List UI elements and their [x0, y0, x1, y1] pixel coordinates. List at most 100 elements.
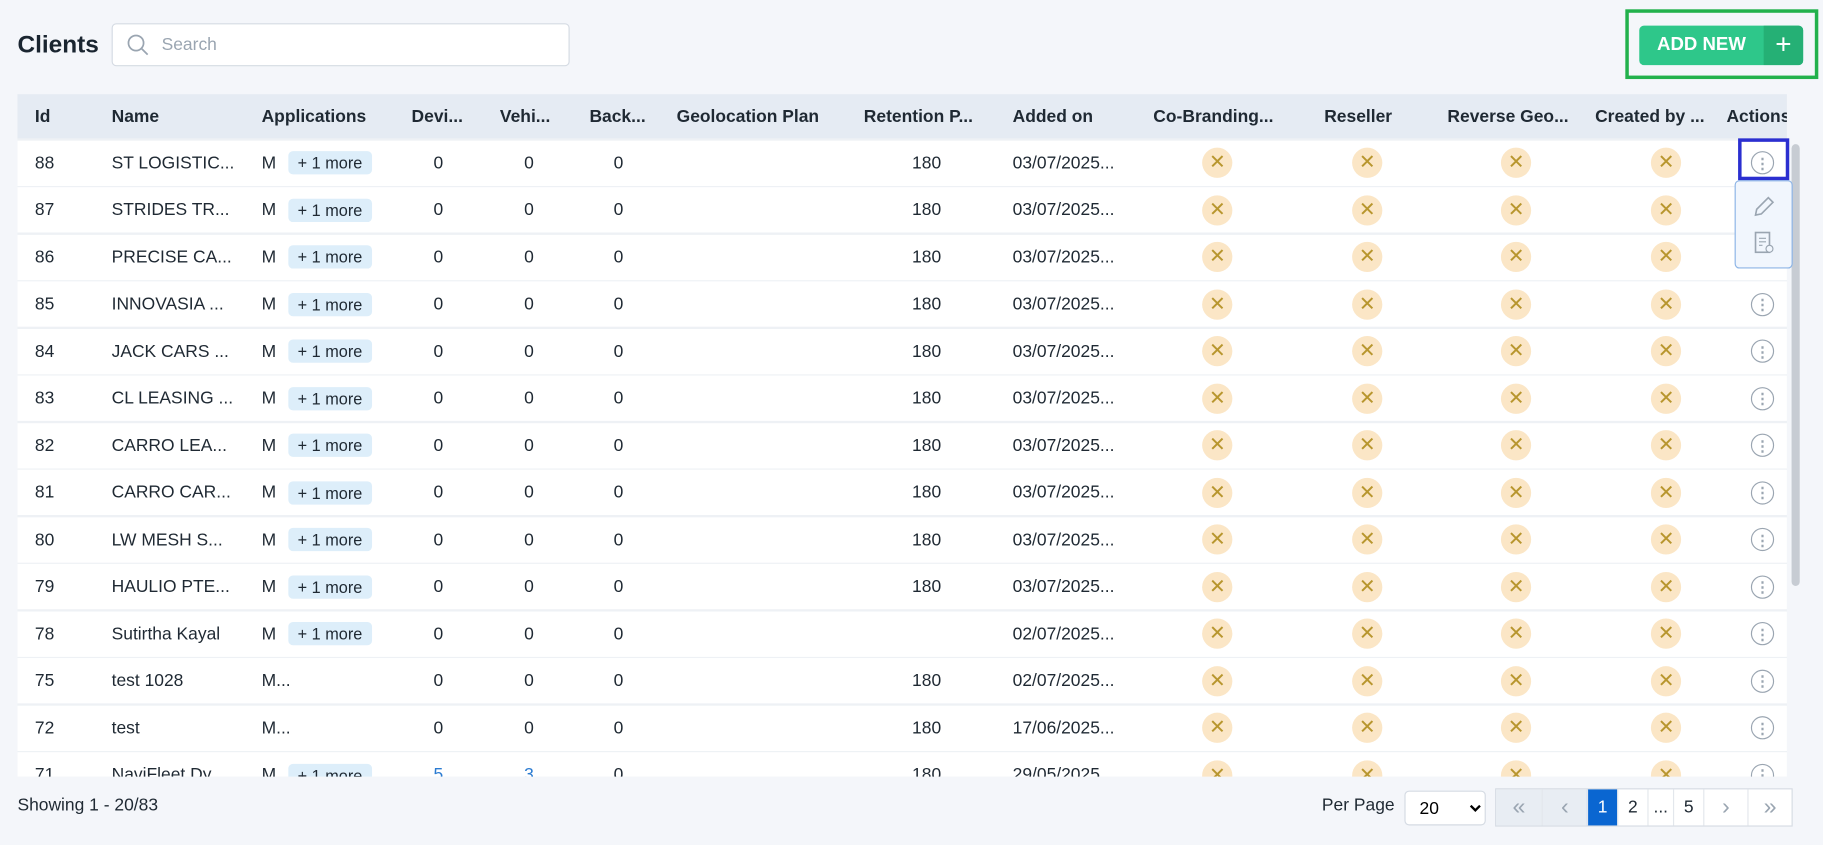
table-row[interactable]: 82 CARRO LEA... M + 1 more 0 0 0 180 03/07/2025.…: [17, 422, 1787, 468]
first-page-button[interactable]: «: [1496, 789, 1542, 826]
actions-button[interactable]: ⋮: [1750, 480, 1775, 504]
more-apps-badge[interactable]: + 1 more: [288, 433, 372, 457]
more-apps-badge[interactable]: + 1 more: [288, 245, 372, 269]
x-circle-icon: ✕: [1202, 759, 1233, 777]
table-row[interactable]: 72 test M... 0 0 0 180 17/06/2025... ✕ ✕ ✕ ✕ ⋮: [17, 705, 1787, 751]
actions-button[interactable]: ⋮: [1750, 669, 1775, 693]
more-apps-badge[interactable]: + 1 more: [288, 527, 372, 552]
more-apps-badge[interactable]: + 1 more: [288, 621, 372, 646]
x-circle-icon: ✕: [1500, 335, 1532, 367]
actions-button[interactable]: ⋮: [1750, 574, 1775, 599]
column-header-13[interactable]: Actions: [1726, 106, 1787, 127]
cell-retention: 180: [912, 294, 942, 314]
more-options-icon[interactable]: ⋮: [1750, 621, 1775, 646]
cell-vehicles: 0: [524, 388, 534, 409]
more-options-icon[interactable]: ⋮: [1750, 480, 1775, 504]
column-header-5[interactable]: Back...: [589, 106, 646, 127]
plus-icon: +: [1763, 25, 1804, 66]
table-row[interactable]: 84 JACK CARS ... M + 1 more 0 0 0 180 03/07/2025…: [17, 328, 1787, 374]
cell-id: 71: [34, 764, 55, 777]
search-box[interactable]: [111, 23, 570, 67]
table-row[interactable]: 71 NaviFleet Dy... M + 1 more 5 3 0 180 29/05/20…: [17, 752, 1787, 777]
table-row[interactable]: 75 test 1028 M... 0 0 0 180 02/07/2025... ✕ ✕ ✕ ✕ ⋮: [17, 658, 1787, 704]
more-options-icon[interactable]: ⋮: [1750, 574, 1775, 599]
cell-devices: 0: [433, 152, 444, 173]
per-page-select[interactable]: 20: [1404, 790, 1486, 826]
more-apps-badge[interactable]: + 1 more: [288, 292, 372, 316]
column-header-7[interactable]: Retention P...: [863, 106, 973, 127]
flag-cell: ✕: [1500, 665, 1532, 696]
more-options-icon[interactable]: ⋮: [1750, 669, 1775, 693]
actions-button[interactable]: ⋮: [1750, 292, 1775, 316]
more-options-icon[interactable]: ⋮: [1750, 292, 1775, 316]
search-input[interactable]: [161, 34, 546, 55]
cell-backup: 0: [613, 341, 624, 361]
table-row[interactable]: 86 PRECISE CA... M + 1 more 0 0 0 180 03/07/2025…: [17, 234, 1787, 280]
cell-devices[interactable]: 5: [433, 764, 444, 777]
column-header-6[interactable]: Geolocation Plan: [676, 106, 820, 127]
column-header-2[interactable]: Applications: [261, 106, 367, 127]
cell-vehicles: 0: [524, 435, 534, 456]
actions-button[interactable]: ⋮: [1750, 339, 1775, 363]
page-2[interactable]: 2: [1617, 789, 1647, 826]
cell-name: test 1028: [111, 670, 184, 691]
actions-button[interactable]: ⋮: [1750, 433, 1775, 457]
more-apps-badge[interactable]: + 1 more: [288, 763, 372, 777]
cell-vehicles[interactable]: 3: [524, 764, 534, 777]
document-icon[interactable]: [1751, 230, 1777, 256]
pencil-icon[interactable]: [1751, 194, 1777, 220]
scrollbar[interactable]: [1791, 144, 1800, 586]
table-row[interactable]: 87 STRIDES TR... M + 1 more 0 0 0 180 03/07/2025…: [17, 187, 1787, 233]
more-apps-badge[interactable]: + 1 more: [288, 386, 372, 410]
column-header-4[interactable]: Vehi...: [499, 106, 551, 127]
more-apps-badge[interactable]: + 1 more: [288, 480, 372, 504]
column-header-12[interactable]: Created by ...: [1595, 106, 1705, 127]
flag-cell: ✕: [1202, 241, 1233, 273]
more-apps-badge[interactable]: + 1 more: [288, 198, 372, 222]
more-options-icon[interactable]: ⋮: [1750, 386, 1775, 410]
column-header-11[interactable]: Reverse Geo...: [1447, 106, 1569, 127]
more-options-icon[interactable]: ⋮: [1750, 339, 1775, 363]
table-row[interactable]: 85 INNOVASIA ... M + 1 more 0 0 0 180 03/07/2025…: [17, 281, 1787, 327]
column-header-0[interactable]: Id: [34, 106, 51, 127]
more-options-icon[interactable]: ⋮: [1750, 716, 1775, 740]
more-apps-badge[interactable]: + 1 more: [288, 151, 372, 175]
actions-button[interactable]: ⋮: [1750, 716, 1775, 740]
flag-cell: ✕: [1500, 335, 1532, 367]
flag-cell: ✕: [1352, 430, 1383, 461]
column-header-9[interactable]: Co-Branding...: [1153, 106, 1274, 127]
table-row[interactable]: 78 Sutirtha Kayal M + 1 more 0 0 0 02/07/2025..…: [17, 610, 1787, 657]
more-options-icon[interactable]: ⋮: [1750, 433, 1775, 457]
table-row[interactable]: 88 ST LOGISTIC... M + 1 more 0 0 0 180 03/07/202…: [17, 140, 1787, 186]
column-header-1[interactable]: Name: [111, 106, 160, 127]
more-options-icon[interactable]: ⋮: [1750, 527, 1775, 552]
actions-button[interactable]: ⋮: [1750, 763, 1775, 777]
more-apps-badge[interactable]: + 1 more: [288, 574, 372, 599]
table-row[interactable]: 80 LW MESH S... M + 1 more 0 0 0 180 03/07/2025.…: [17, 516, 1787, 563]
actions-button[interactable]: ⋮: [1750, 527, 1775, 552]
more-options-icon[interactable]: ⋮: [1750, 763, 1775, 777]
cell-application: M: [261, 341, 277, 361]
table-row[interactable]: 79 HAULIO PTE... M + 1 more 0 0 0 180 03/07/2025…: [17, 563, 1787, 610]
page-5[interactable]: 5: [1672, 789, 1703, 826]
cell-devices: 0: [433, 717, 444, 738]
actions-button[interactable]: ⋮: [1750, 151, 1775, 175]
column-header-8[interactable]: Added on: [1012, 106, 1094, 127]
flag-cell: ✕: [1500, 241, 1532, 273]
table-row[interactable]: 81 CARRO CAR... M + 1 more 0 0 0 180 03/07/2025.…: [17, 469, 1787, 516]
x-circle-icon: ✕: [1650, 288, 1682, 320]
actions-button[interactable]: ⋮: [1750, 386, 1775, 410]
more-apps-badge[interactable]: + 1 more: [288, 339, 372, 363]
column-header-10[interactable]: Reseller: [1324, 106, 1393, 127]
more-options-icon[interactable]: ⋮: [1750, 151, 1775, 175]
last-page-button[interactable]: »: [1747, 789, 1791, 826]
add-new-button[interactable]: ADD NEW +: [1639, 25, 1804, 66]
cell-id: 80: [34, 529, 55, 550]
next-page-button[interactable]: ›: [1703, 789, 1747, 826]
table-row[interactable]: 83 CL LEASING ... M + 1 more 0 0 0 180 03/07/202…: [17, 375, 1787, 421]
clients-table: Id Name Applications Devi... Vehi... Back... G…: [17, 94, 1787, 777]
prev-page-button[interactable]: ‹: [1541, 789, 1587, 826]
actions-button[interactable]: ⋮: [1750, 621, 1775, 646]
page-1[interactable]: 1: [1586, 789, 1618, 826]
column-header-3[interactable]: Devi...: [411, 106, 463, 127]
